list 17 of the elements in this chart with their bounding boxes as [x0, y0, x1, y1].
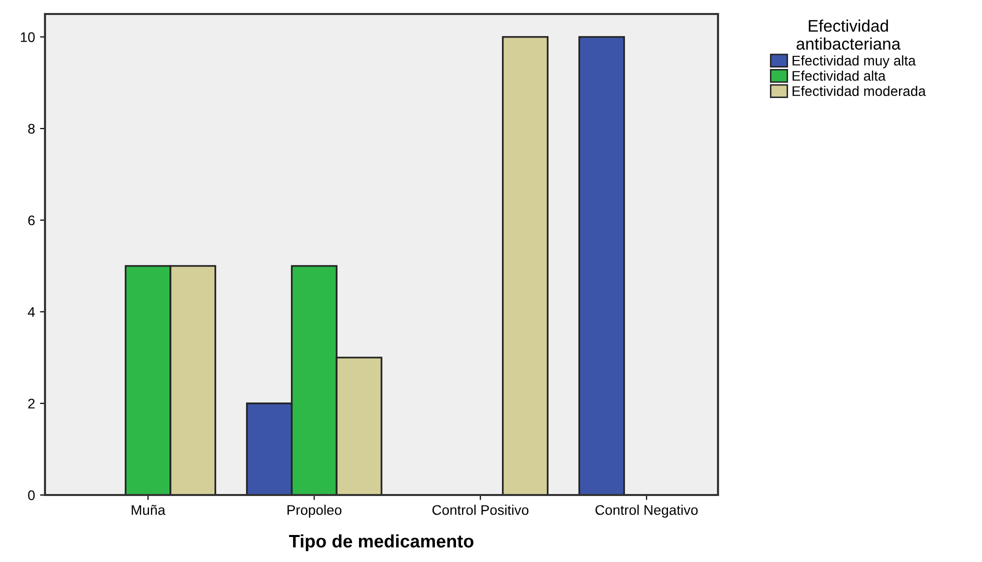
x-tick-label: Propoleo — [288, 504, 342, 518]
legend-label: Efectividad moderada — [792, 86, 926, 96]
x-tick-label: Muña — [132, 504, 166, 515]
y-tick-label: 10 — [20, 32, 35, 42]
x-tick-label: Control Positivo — [432, 504, 528, 515]
y-tick-label: 4 — [28, 307, 35, 317]
legend-title: Efectividad antibacteriana — [796, 20, 901, 50]
x-tick-label: Control Negativo — [596, 504, 698, 518]
y-tick-label: 2 — [28, 398, 35, 408]
bar — [502, 36, 549, 495]
x-axis-title: Tipo de medicamento — [289, 534, 474, 552]
y-tick-label: 0 — [28, 490, 35, 500]
legend-label: Efectividad alta — [792, 70, 886, 81]
legend-label: Efectividad muy alta — [792, 55, 916, 68]
bar — [578, 36, 625, 495]
y-tick-label: 6 — [28, 215, 35, 226]
y-tick-label: 8 — [28, 124, 35, 134]
